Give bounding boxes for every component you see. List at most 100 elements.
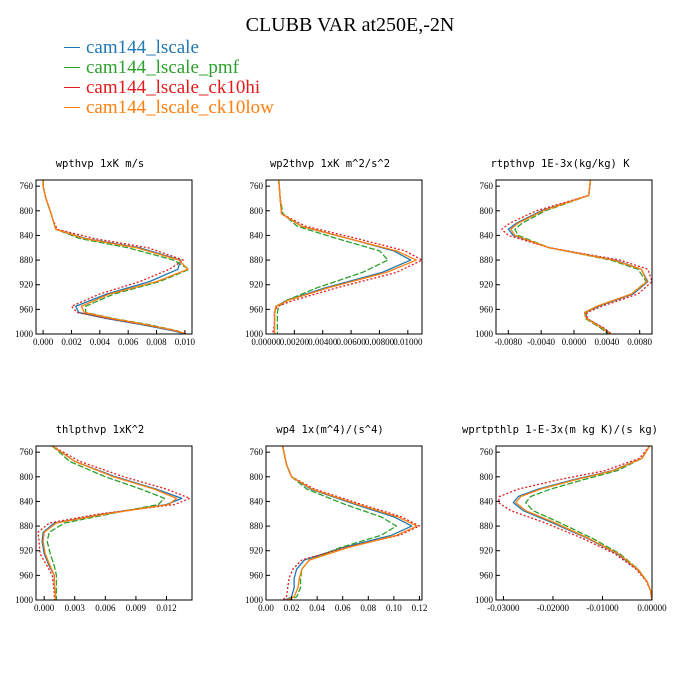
legend-item: cam144_lscale_ck10hi (64, 78, 274, 98)
series-line-cam144_lscale (41, 446, 183, 600)
panel-wprtpthlp: wprtpthlp 1-E-3x(m kg K)/(s kg) 760 800 84… (460, 424, 667, 614)
y-tick-label: 1000 (475, 329, 494, 339)
x-tick-label: 0.00200 (280, 337, 310, 347)
y-tick-label: 840 (480, 230, 494, 240)
series-line-cam144_lscale (512, 446, 652, 600)
series-line-cam144_lscale_ck10low (515, 446, 652, 600)
series-line-cam144_lscale_pmf (46, 446, 166, 600)
plot-frame (35, 179, 193, 335)
legend-swatch (64, 47, 80, 49)
y-tick-label: 920 (20, 280, 34, 290)
y-tick-label: 840 (20, 230, 34, 240)
panel-wp4: wp4 1x(m^4)/(s^4) 760 800 840 880 920 960 1000… (230, 424, 430, 614)
series-line-cam144_lscale_ck10low (273, 180, 417, 334)
x-tick-label: 0.00 (258, 603, 274, 613)
x-tick-label: 0.004 (90, 337, 111, 347)
series-line-cam144_lscale_ck10hi (501, 180, 652, 334)
plot-frame (35, 445, 193, 601)
y-tick-label: 800 (250, 206, 264, 216)
series-line-cam144_lscale_pmf (276, 180, 389, 334)
x-tick-label: 0.000 (34, 603, 55, 613)
y-tick-label: 800 (250, 472, 264, 482)
y-tick-label: 840 (20, 496, 34, 506)
x-tick-label: 0.006 (118, 337, 139, 347)
legend-item: cam144_lscale (64, 38, 274, 58)
y-tick-label: 760 (480, 181, 494, 191)
x-tick-label: 0.008 (146, 337, 167, 347)
y-tick-label: 920 (250, 280, 264, 290)
panel-thlpthvp: thlpthvp 1xK^2 760 800 840 880 920 960 1000 0.0… (0, 424, 200, 614)
series-line-cam144_lscale_ck10low (510, 180, 648, 334)
series-line-cam144_lscale_ck10hi (42, 180, 188, 334)
series-line-cam144_lscale_ck10hi (37, 446, 191, 600)
plot-frame (265, 179, 423, 335)
legend-label: cam144_lscale_ck10low (86, 97, 274, 118)
x-tick-label: -0.01000 (586, 603, 619, 613)
y-tick-label: 880 (480, 521, 494, 531)
y-tick-label: 840 (480, 496, 494, 506)
x-tick-label: 0.02 (284, 603, 300, 613)
legend-swatch (64, 87, 80, 89)
y-tick-label: 960 (20, 570, 34, 580)
x-tick-label: -0.02000 (537, 603, 570, 613)
panel-title: wpthvp 1xK m/s (55, 158, 145, 170)
y-tick-label: 920 (250, 546, 264, 556)
x-tick-label: 0.00800 (365, 337, 395, 347)
y-tick-label: 880 (480, 255, 494, 265)
y-tick-label: 880 (250, 521, 264, 531)
plot-rtpthvp: 760 800 840 880 920 960 1000-0.0080 -0.0040 0.00… (475, 179, 653, 347)
x-tick-label: 0.06 (335, 603, 351, 613)
x-tick-label: 0.08 (360, 603, 376, 613)
legend: cam144_lscale cam144_lscale_pmf cam144_l… (64, 38, 274, 118)
x-tick-label: 0.003 (65, 603, 86, 613)
x-tick-label: 0.00600 (336, 337, 366, 347)
x-tick-label: 0.00000 (251, 337, 281, 347)
plot-frame (495, 179, 653, 335)
panel-title: wp2thvp 1xK m^2/s^2 (269, 158, 391, 170)
x-tick-label: 0.009 (126, 603, 147, 613)
series-line-cam144_lscale_ck10hi (497, 446, 652, 600)
y-tick-label: 760 (20, 181, 34, 191)
y-tick-label: 800 (480, 472, 494, 482)
series-line-cam144_lscale_ck10low (42, 446, 178, 600)
legend-label: cam144_lscale_ck10hi (86, 77, 261, 98)
y-tick-label: 960 (20, 304, 34, 314)
y-tick-label: 760 (20, 447, 34, 457)
y-tick-label: 800 (20, 206, 34, 216)
legend-item: cam144_lscale_ck10low (64, 98, 274, 118)
x-tick-label: 0.002 (61, 337, 81, 347)
y-tick-label: 760 (480, 447, 494, 457)
y-tick-label: 920 (480, 280, 494, 290)
y-tick-label: 840 (250, 230, 264, 240)
y-tick-label: 880 (250, 255, 264, 265)
plot-frame (265, 445, 423, 601)
y-tick-label: 960 (250, 570, 264, 580)
plot-frame (495, 445, 653, 601)
series-line-cam144_lscale (273, 180, 412, 334)
y-tick-label: 920 (20, 546, 34, 556)
y-tick-label: 960 (480, 304, 494, 314)
legend-label: cam144_lscale (86, 37, 199, 58)
y-tick-label: 760 (250, 447, 264, 457)
series-line-cam144_lscale (507, 180, 649, 334)
series-line-cam144_lscale_ck10hi (272, 180, 422, 334)
y-tick-label: 800 (20, 472, 34, 482)
y-tick-label: 840 (250, 496, 264, 506)
figure-title: CLUBB VAR at250E,-2N (245, 14, 455, 36)
x-tick-label: 0.00000 (637, 603, 667, 613)
x-tick-label: 0.010 (175, 337, 196, 347)
y-tick-label: 960 (250, 304, 264, 314)
x-tick-label: -0.0040 (527, 337, 555, 347)
panel-wp2thvp: wp2thvp 1xK m^2/s^2 760 800 840 880 920 960 10… (230, 158, 430, 348)
y-tick-label: 1000 (245, 595, 264, 605)
y-tick-label: 800 (480, 206, 494, 216)
x-tick-label: 0.012 (156, 603, 176, 613)
x-tick-label: 0.04 (309, 603, 325, 613)
x-tick-label: 0.01000 (393, 337, 423, 347)
panel-title: wprtpthlp 1-E-3x(m kg K)/(s kg) (462, 424, 658, 436)
series-line-cam144_lscale_pmf (525, 446, 652, 600)
